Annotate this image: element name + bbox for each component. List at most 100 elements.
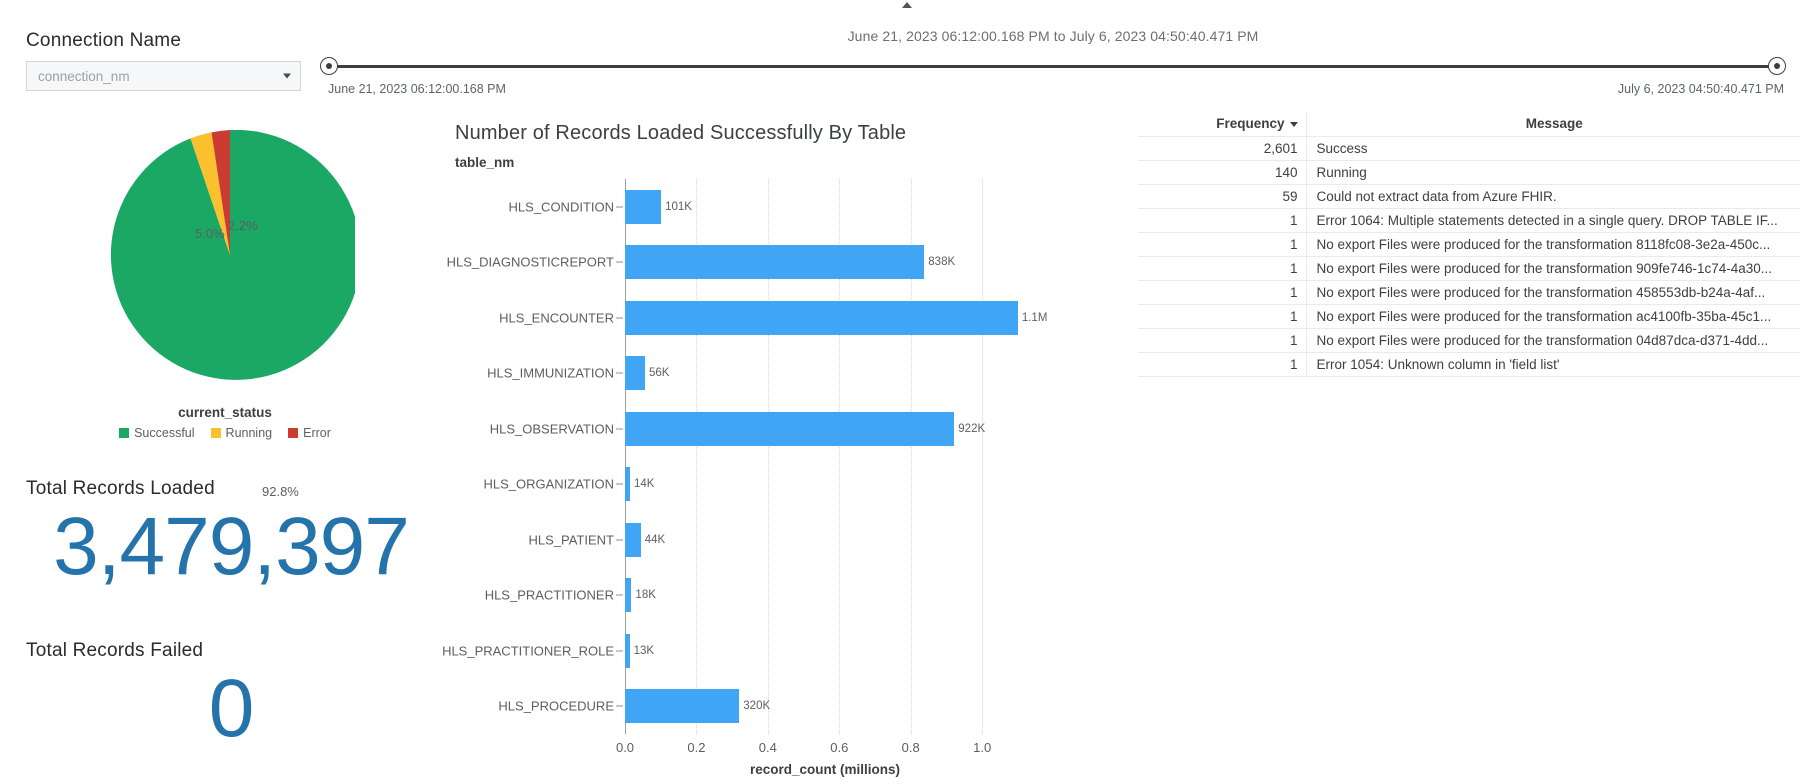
gridline xyxy=(625,179,626,734)
bar[interactable] xyxy=(625,300,1018,335)
bar-value-label: 14K xyxy=(634,478,655,491)
pie-legend-title: current_status xyxy=(178,405,272,420)
bar[interactable] xyxy=(625,411,955,446)
bar-value-label: 44K xyxy=(644,533,666,546)
table-row[interactable]: 1 Error 1064: Multiple statements detecte… xyxy=(1138,208,1800,233)
legend-item-error[interactable]: Error xyxy=(288,426,331,440)
kpi-total-records-loaded-value: 3,479,397 xyxy=(53,501,410,592)
bar-value-label: 101K xyxy=(665,200,692,213)
cell-frequency: 2,601 xyxy=(1138,136,1306,161)
gridline xyxy=(982,179,984,734)
records-by-table-bar-chart: Number of Records Loaded Successfully By… xyxy=(442,122,1115,777)
gridline xyxy=(910,179,912,734)
pie-slice-running[interactable] xyxy=(190,132,231,255)
kpi-total-records-loaded: Total Records Loaded 3,479,397 xyxy=(26,478,436,588)
bar-row: HLS_PRACTITIONER 18K xyxy=(485,578,1025,613)
connection-name-value: connection_nm xyxy=(38,68,130,84)
table-row[interactable]: 2,601 Success xyxy=(1138,136,1800,161)
axis-tick xyxy=(616,317,623,319)
axis-tick xyxy=(616,261,623,263)
table-row[interactable]: 1 No export Files were produced for the t… xyxy=(1138,256,1800,281)
bar-row: HLS_OBSERVATION 922K xyxy=(490,411,1025,446)
axis-tick xyxy=(616,372,623,374)
xaxis-tick-label: 1.0 xyxy=(973,740,992,755)
bar-category-label: HLS_ORGANIZATION xyxy=(483,476,614,492)
kpi-total-records-failed: Total Records Failed 0 xyxy=(26,640,436,750)
bar-category-label: HLS_ENCOUNTER xyxy=(499,310,614,326)
bar[interactable] xyxy=(625,578,632,613)
legend-swatch-running xyxy=(210,428,221,438)
cell-message: No export Files were produced for the tr… xyxy=(1305,256,1800,281)
axis-tick xyxy=(616,594,623,596)
bar-chart-plot-area: HLS_CONDITION 101K HLS_DIAGNOSTICREPORT 838… xyxy=(442,179,1047,734)
bar-chart-xaxis-label: record_count (millions) xyxy=(749,762,901,777)
table-row[interactable]: 59 Could not extract data from Azure FHIR… xyxy=(1138,184,1800,209)
bar-value-label: 18K xyxy=(635,589,656,602)
legend-label-running: Running xyxy=(225,426,273,440)
bar-value-label: 56K xyxy=(649,367,670,380)
bar-category-label: HLS_DIAGNOSTICREPORT xyxy=(446,254,614,270)
bar-value-label: 838K xyxy=(928,256,956,269)
slider-end-label: July 6, 2023 04:50:40.471 PM xyxy=(1617,82,1784,96)
cell-message: Could not extract data from Azure FHIR. xyxy=(1305,184,1800,209)
slider-start-label: June 21, 2023 06:12:00.168 PM xyxy=(328,82,506,96)
xaxis-tick-label: 0.0 xyxy=(615,740,635,755)
scroll-up-arrow-icon xyxy=(902,2,912,8)
bar-value-label: 1.1M xyxy=(1021,311,1048,324)
legend-swatch-successful xyxy=(119,428,130,438)
pie-label-error: 2.2% xyxy=(228,218,258,233)
time-range-slider[interactable]: June 21, 2023 06:12:00.168 PM to July 6,… xyxy=(320,28,1786,98)
table-row[interactable]: 1 No export Files were produced for the t… xyxy=(1138,232,1800,257)
pie-slice-error[interactable] xyxy=(211,130,231,255)
legend-item-running[interactable]: Running xyxy=(210,426,273,440)
bar-chart-xaxis: 0.0 0.2 0.4 0.6 0.8 1.0 xyxy=(616,734,1025,774)
slider-handle-start[interactable] xyxy=(320,57,338,75)
pie-slice-successful[interactable] xyxy=(110,130,355,380)
bar[interactable] xyxy=(625,689,740,724)
cell-frequency: 1 xyxy=(1138,208,1306,233)
cell-message: No export Files were produced for the tr… xyxy=(1305,304,1800,329)
connection-name-label: Connection Name xyxy=(26,30,182,51)
bar-chart-title: Number of Records Loaded Successfully By… xyxy=(455,122,907,144)
bar[interactable] xyxy=(625,245,925,280)
pie-svg[interactable] xyxy=(105,130,355,380)
bar[interactable] xyxy=(625,356,645,391)
column-header-message[interactable]: Message xyxy=(1305,112,1800,137)
table-row[interactable]: 140 Running xyxy=(1138,160,1800,185)
cell-message: No export Files were produced for the tr… xyxy=(1305,328,1800,353)
bar[interactable] xyxy=(625,633,630,668)
table-row[interactable]: 1 No export Files were produced for the t… xyxy=(1138,280,1800,305)
legend-item-successful[interactable]: Successful xyxy=(119,426,195,440)
gridline xyxy=(839,179,841,734)
bar[interactable] xyxy=(625,189,662,224)
slider-end-labels: June 21, 2023 06:12:00.168 PM July 6, 20… xyxy=(320,82,1786,100)
legend-swatch-error xyxy=(288,428,299,438)
slider-handle-end[interactable] xyxy=(1768,57,1786,75)
bar-row: HLS_PRACTITIONER_ROLE 13K xyxy=(442,633,1025,668)
xaxis-tick-label: 0.6 xyxy=(830,740,849,755)
axis-tick xyxy=(616,483,623,485)
cell-frequency: 1 xyxy=(1138,352,1306,377)
cell-message: Error 1054: Unknown column in 'field lis… xyxy=(1305,352,1800,377)
slider-line xyxy=(332,65,1774,68)
column-header-frequency[interactable]: Frequency xyxy=(1138,112,1306,137)
cell-frequency: 1 xyxy=(1138,232,1306,257)
bar-value-label: 922K xyxy=(958,422,986,435)
bar-row: HLS_CONDITION 101K xyxy=(509,189,1025,224)
table-row[interactable]: 1 No export Files were produced for the t… xyxy=(1138,328,1800,353)
bar-value-label: 13K xyxy=(633,644,655,657)
table-row[interactable]: 1 No export Files were produced for the t… xyxy=(1138,304,1800,329)
legend-label-error: Error xyxy=(303,426,331,440)
bar[interactable] xyxy=(625,522,641,557)
bar-category-label: HLS_OBSERVATION xyxy=(489,421,614,437)
bar-row: HLS_IMMUNIZATION 56K xyxy=(487,356,1025,391)
cell-frequency: 59 xyxy=(1138,184,1306,209)
connection-name-dropdown[interactable]: connection_nm xyxy=(26,61,301,91)
table-row[interactable]: 1 Error 1054: Unknown column in 'field li… xyxy=(1138,352,1800,377)
bar[interactable] xyxy=(625,467,630,502)
bar-value-label: 320K xyxy=(743,700,771,713)
bar-chart-yaxis-name: table_nm xyxy=(455,155,515,170)
slider-track[interactable] xyxy=(320,57,1786,77)
bar-category-label: HLS_PRACTITIONER_ROLE xyxy=(442,643,614,659)
cell-message: Error 1064: Multiple statements detected… xyxy=(1305,208,1800,233)
